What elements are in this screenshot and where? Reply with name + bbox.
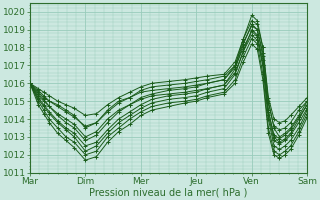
X-axis label: Pression niveau de la mer( hPa ): Pression niveau de la mer( hPa ) [89,187,248,197]
